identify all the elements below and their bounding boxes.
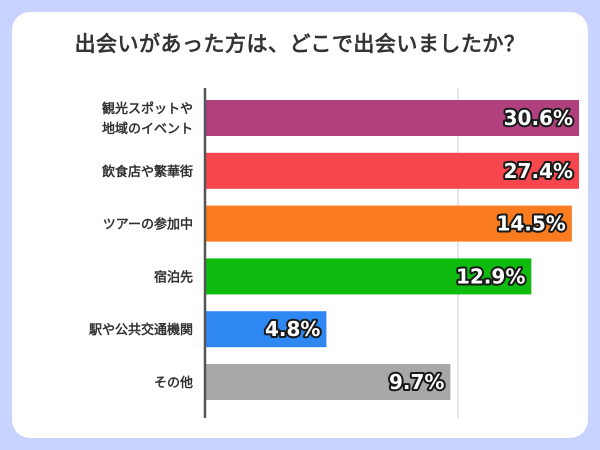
bar bbox=[205, 100, 579, 136]
value-label: 4.8% bbox=[265, 317, 320, 341]
category-label: 飲食店や繁華街 bbox=[101, 164, 193, 180]
bar bbox=[205, 311, 327, 348]
chart-card: 出会いがあった方は、どこで出会いましたか？ 30.6% 観光スポットや 地域のイベン… bbox=[12, 12, 588, 438]
category-label: ツアーの参加中 bbox=[103, 217, 193, 233]
value-label: 9.7% bbox=[389, 370, 444, 394]
category-label: 駅や公共交通機関 bbox=[88, 322, 193, 338]
bar bbox=[205, 364, 451, 400]
bar bbox=[205, 205, 572, 242]
category-label: 地域のイベント bbox=[102, 121, 193, 137]
value-label: 30.6% bbox=[504, 106, 573, 130]
value-label: 27.4% bbox=[504, 159, 573, 183]
value-label: 14.5% bbox=[496, 212, 565, 236]
category-label: 宿泊先 bbox=[154, 269, 193, 285]
value-label: 12.9% bbox=[456, 264, 525, 288]
bar bbox=[205, 258, 532, 295]
bar bbox=[205, 152, 579, 189]
category-label: その他 bbox=[154, 375, 193, 391]
category-label: 観光スポットや bbox=[101, 101, 193, 117]
chart-title: 出会いがあった方は、どこで出会いましたか？ bbox=[74, 32, 526, 56]
